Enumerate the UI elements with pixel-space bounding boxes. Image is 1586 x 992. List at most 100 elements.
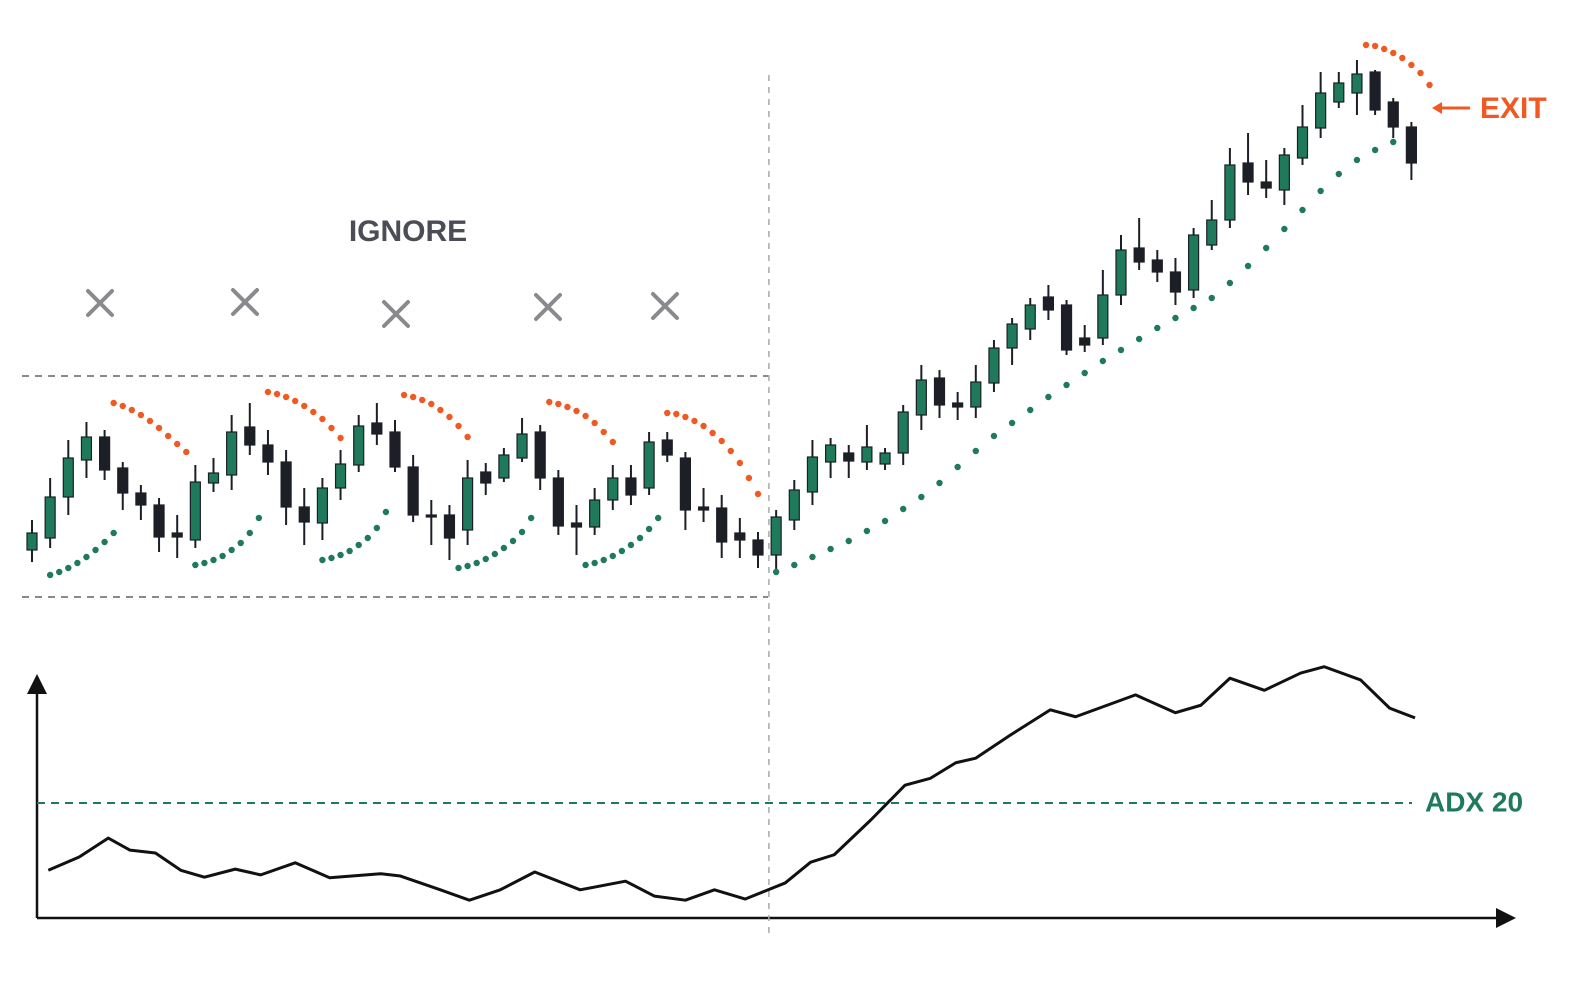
candle-body <box>226 431 238 476</box>
sar-dot <box>1371 146 1379 154</box>
sar-dot <box>500 544 508 552</box>
ignore-marks <box>86 288 679 328</box>
sar-dot <box>618 547 626 555</box>
sar-dot <box>464 433 471 441</box>
candle-body <box>679 457 692 511</box>
candle-body <box>697 506 710 511</box>
sar-dot <box>664 409 671 417</box>
sar-dot <box>1172 314 1179 322</box>
sar-dot <box>192 561 199 569</box>
candle-body <box>280 461 292 508</box>
sar-dot <box>881 517 889 525</box>
sar-dot <box>1380 45 1388 53</box>
candle-body <box>371 422 383 435</box>
candle-body <box>1333 82 1345 103</box>
candle-body <box>80 436 93 461</box>
sar-dot <box>1362 41 1370 49</box>
adx-line <box>47 665 1416 902</box>
sar-dot <box>845 537 852 545</box>
sar-dot <box>110 399 117 407</box>
sar-dot <box>155 424 163 432</box>
sar-dot <box>564 403 571 411</box>
candle-body <box>298 506 310 523</box>
candle-body <box>171 532 183 538</box>
candle-body <box>552 477 564 527</box>
sar-dot <box>1390 49 1397 57</box>
sar-dot <box>1263 244 1270 252</box>
sar-dot <box>473 559 480 567</box>
sar-dot <box>291 397 299 405</box>
candle-body <box>153 504 165 538</box>
sar-dot <box>591 559 598 567</box>
candle-body <box>1115 249 1127 296</box>
sar-dot <box>1417 69 1424 77</box>
sar-dot <box>736 459 744 467</box>
sar-dot <box>918 493 925 501</box>
candle-body <box>952 402 964 408</box>
candle-body <box>824 444 837 463</box>
sar-dot <box>83 553 90 561</box>
sar-dot <box>582 412 589 420</box>
sar-dot <box>954 463 961 471</box>
candle-body <box>62 457 74 498</box>
sar-dot <box>700 422 707 430</box>
candle-body <box>661 439 673 456</box>
sar-dot <box>509 537 517 545</box>
candle-body <box>1187 234 1200 291</box>
sar-dot <box>936 479 943 487</box>
candle-body <box>607 477 619 501</box>
sar-dot <box>1371 42 1379 50</box>
sar-dot <box>1399 54 1406 62</box>
candle-body <box>1042 296 1055 311</box>
candle-body <box>262 444 274 463</box>
sar-dot <box>1081 369 1088 377</box>
sar-dot <box>437 406 444 414</box>
sar-dot <box>491 550 499 558</box>
sar-dot <box>555 400 562 408</box>
sar-dot <box>718 437 725 445</box>
candle-body <box>1024 304 1036 330</box>
candle-body <box>625 477 637 496</box>
candle-body <box>734 532 746 541</box>
sar-dot <box>600 428 607 436</box>
sar-dot <box>355 541 362 549</box>
sar-dot <box>65 564 72 572</box>
candle-body <box>135 492 147 506</box>
sar-dot <box>682 413 689 421</box>
sar-dot <box>237 539 244 547</box>
candle-body <box>1242 162 1254 183</box>
sar-dot <box>337 434 344 442</box>
sar-dot <box>827 545 834 553</box>
candle-body <box>334 463 347 489</box>
sar-dot <box>400 391 408 399</box>
candle-body <box>316 487 328 524</box>
sar-dot <box>364 534 371 542</box>
candle-body <box>480 471 492 484</box>
sar-dot <box>92 546 99 554</box>
candle-body <box>843 452 855 462</box>
sar-dot <box>455 422 462 430</box>
sar-dot <box>1045 393 1052 401</box>
sar-dot <box>1099 357 1107 365</box>
sar-dot <box>1281 225 1288 233</box>
sar-dot <box>455 564 462 572</box>
candle-body <box>1405 126 1418 164</box>
sar-dot <box>900 505 907 513</box>
sar-dot <box>673 410 680 418</box>
candle-body <box>1224 164 1236 221</box>
sar-dot <box>609 438 616 446</box>
sar-dot <box>645 525 653 533</box>
candle-body <box>1006 323 1018 349</box>
sar-dot <box>146 417 154 425</box>
sar-dot <box>56 568 63 576</box>
candle-body <box>915 379 927 416</box>
sar-dot <box>328 554 335 562</box>
sar-dot <box>346 547 353 555</box>
sar-dot <box>1426 81 1433 89</box>
sar-dot <box>809 553 816 561</box>
sar-dot <box>210 556 217 564</box>
sar-dot <box>573 407 580 415</box>
sar-dot <box>627 541 635 549</box>
sar-dot <box>183 448 190 456</box>
